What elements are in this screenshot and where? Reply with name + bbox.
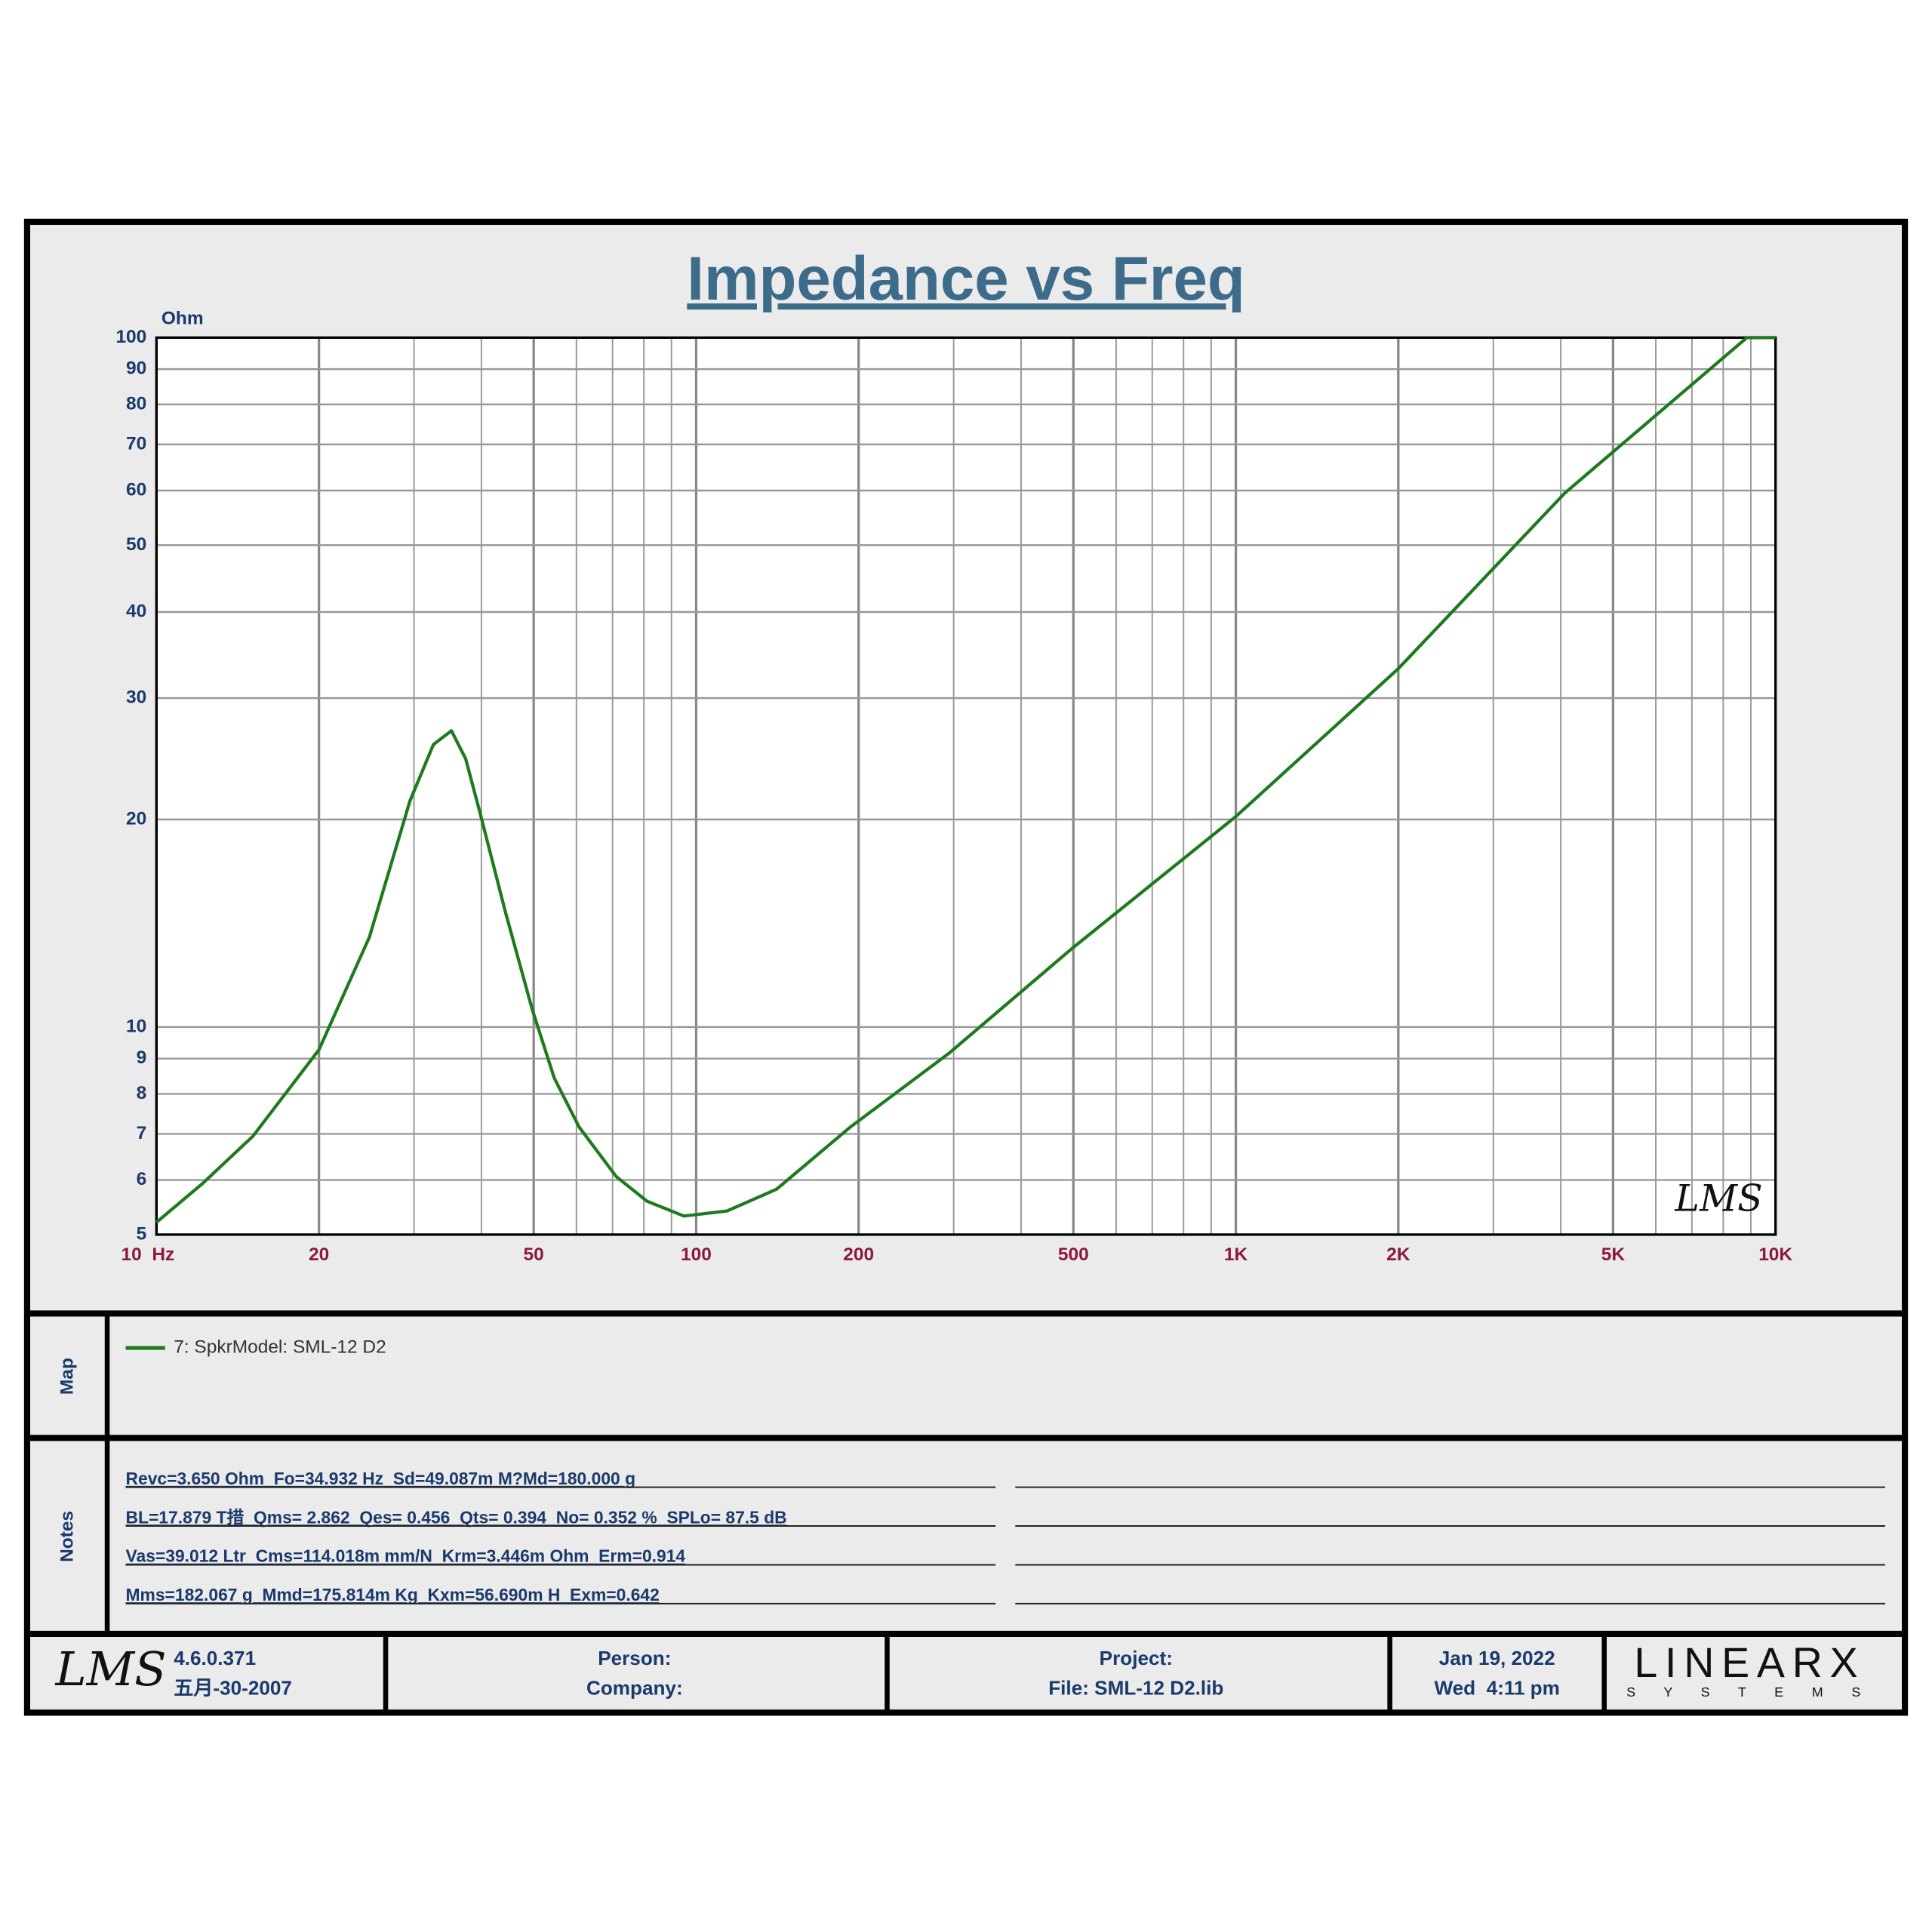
impedance-line — [155, 336, 1776, 1224]
x-tick-label: 200 — [843, 1244, 874, 1265]
build-date: 五月-30-2007 — [174, 1676, 292, 1699]
y-tick-label: 50 — [126, 534, 146, 555]
y-tick-label: 60 — [126, 479, 146, 500]
company: Company: — [586, 1676, 683, 1699]
y-tick-label: 8 — [137, 1083, 147, 1103]
person: Person: — [598, 1647, 671, 1669]
legend-label: 7: SpkrModel: SML-12 D2 — [174, 1337, 386, 1358]
y-tick-label: 40 — [126, 601, 146, 621]
notes: Revc=3.650 Ohm Fo=34.932 Hz Sd=49.087m M… — [126, 1469, 1885, 1604]
y-tick-label: 10 — [126, 1016, 146, 1036]
y-tick-label: 7 — [137, 1123, 147, 1143]
y-tick-label: 100 — [115, 327, 146, 347]
x-tick-label: 500 — [1058, 1244, 1089, 1265]
plot — [155, 336, 1776, 1224]
x-tick-label: 5K — [1601, 1244, 1626, 1265]
x-tick-label: 10K — [1758, 1244, 1792, 1265]
note-line: Revc=3.650 Ohm Fo=34.932 Hz Sd=49.087m M… — [126, 1469, 636, 1488]
note-line: Mms=182.067 g Mmd=175.814m Kg Kxm=56.690… — [126, 1585, 660, 1604]
y-tick-label: 80 — [126, 393, 146, 414]
x-tick-label: 1K — [1224, 1244, 1248, 1265]
x-tick-label: 10 Hz — [122, 1244, 175, 1265]
note-line: BL=17.879 T措 Qms= 2.862 Qes= 0.456 Qts= … — [126, 1507, 787, 1527]
y-axis-label: Ohm — [162, 308, 204, 328]
y-tick-label: 20 — [126, 808, 146, 829]
x-tick-label: 2K — [1386, 1244, 1411, 1265]
time: Wed 4:11 pm — [1434, 1676, 1559, 1699]
notes-label: Notes — [57, 1511, 77, 1562]
y-tick-label: 70 — [126, 433, 146, 454]
brand-sub: S Y S T E M S — [1626, 1684, 1873, 1700]
project: Project: — [1100, 1647, 1173, 1669]
x-tick-label: 50 — [524, 1244, 544, 1265]
y-tick-label: 6 — [137, 1169, 147, 1189]
date: Jan 19, 2022 — [1439, 1647, 1555, 1669]
y-tick-label: 9 — [137, 1048, 147, 1068]
x-tick-label: 20 — [309, 1244, 329, 1265]
file: File: SML-12 D2.lib — [1048, 1676, 1223, 1699]
note-line: Vas=39.012 Ltr Cms=114.018m mm/N Krm=3.4… — [126, 1546, 686, 1566]
map-label: Map — [57, 1358, 77, 1395]
x-tick-label: 100 — [681, 1244, 712, 1265]
y-tick-label: 30 — [126, 687, 146, 707]
y-tick-label: 5 — [137, 1223, 147, 1244]
y-tick-label: 90 — [126, 358, 146, 379]
chart-title: Impedance vs Freq — [687, 245, 1244, 313]
footer-logo: LMS — [54, 1641, 166, 1697]
brand: LINEARX — [1634, 1639, 1865, 1686]
watermark: LMS — [1674, 1177, 1762, 1220]
plot-area — [156, 337, 1776, 1235]
version: 4.6.0.371 — [174, 1647, 256, 1669]
plot-border — [155, 336, 1777, 1236]
